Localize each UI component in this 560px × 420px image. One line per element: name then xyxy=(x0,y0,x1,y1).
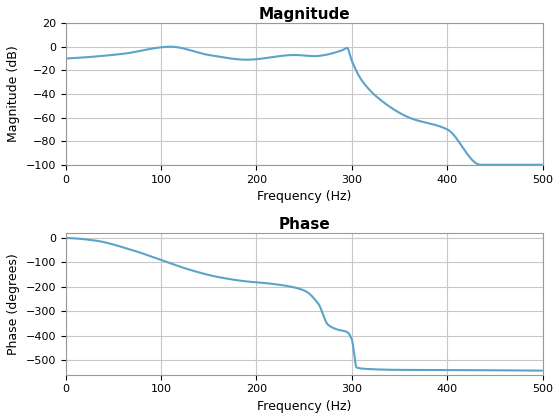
X-axis label: Frequency (Hz): Frequency (Hz) xyxy=(257,190,351,203)
Y-axis label: Magnitude (dB): Magnitude (dB) xyxy=(7,45,20,142)
Title: Phase: Phase xyxy=(278,217,330,232)
X-axis label: Frequency (Hz): Frequency (Hz) xyxy=(257,400,351,413)
Y-axis label: Phase (degrees): Phase (degrees) xyxy=(7,253,20,355)
Title: Magnitude: Magnitude xyxy=(258,7,350,22)
